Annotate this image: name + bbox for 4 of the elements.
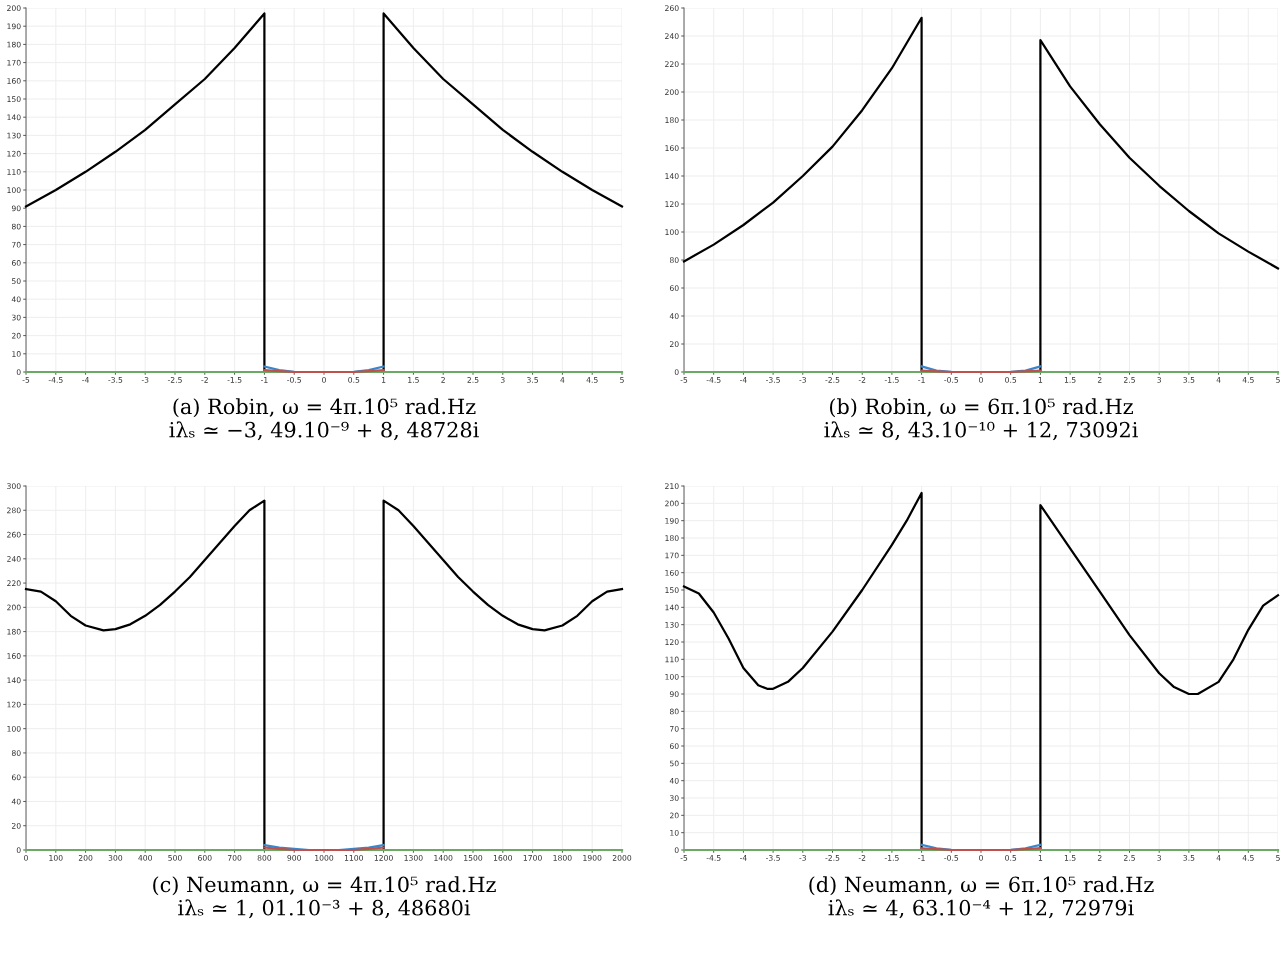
x-axis-title: (b) Robin, ω = 6π.10⁵ rad.Hz iλₛ ≃ 8, 43.10⁻¹⁰ + 12, 73092i <box>824 398 1138 441</box>
x-axis-title: (c) Neumann, ω = 4π.10⁵ rad.Hz iλₛ ≃ 1, 01.10⁻³ + 8, 48680i <box>153 876 496 919</box>
x-axis-title: (a) Robin, ω = 4π.10⁵ rad.Hz iλₛ ≃ −3, 49.10⁻⁹ + 8, 48728i <box>169 398 479 441</box>
x-axis-title: (d) Neumann, ω = 6π.10⁵ rad.Hz iλₛ ≃ 4, 63.10⁻⁴ + 12, 72979i <box>809 876 1154 919</box>
